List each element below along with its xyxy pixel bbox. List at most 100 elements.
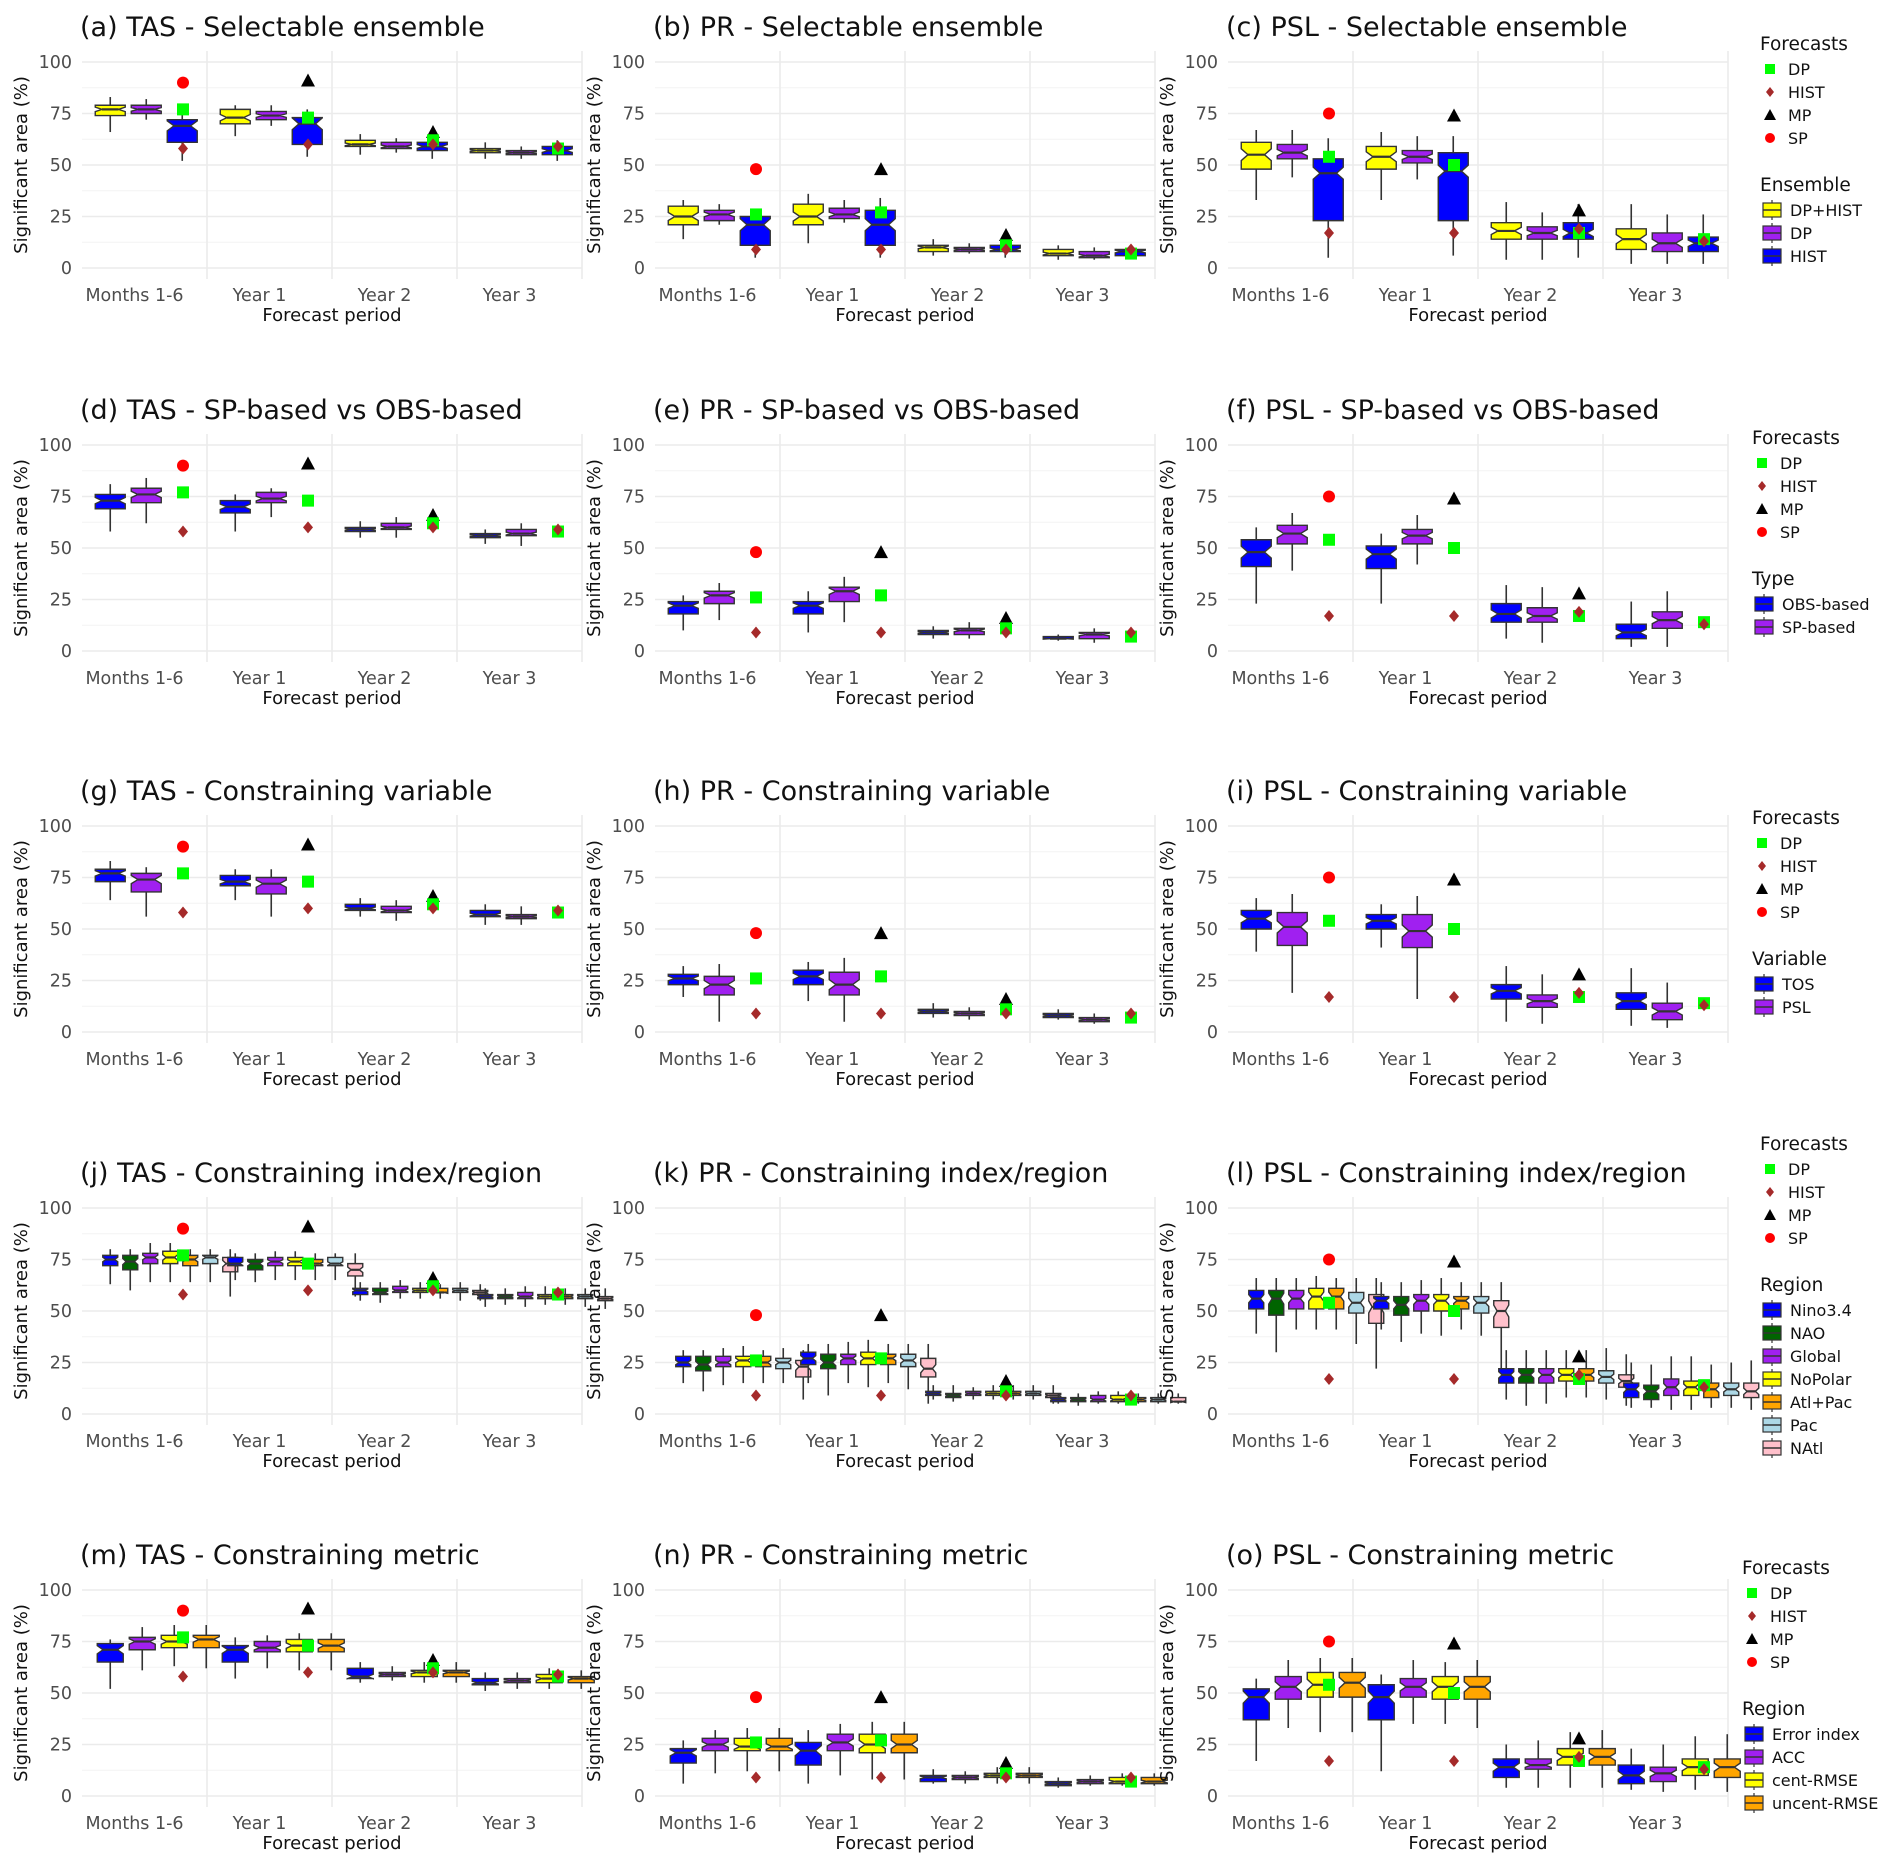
y-tick-label: 75 [623,488,645,508]
x-tick-label: Year 2 [930,1432,985,1452]
box-global [1538,1350,1555,1404]
mp-point [999,611,1013,625]
y-tick-label: 50 [623,156,645,176]
legend-triangle-icon [1746,1633,1758,1644]
hist-point [1126,626,1136,639]
grid [82,434,583,662]
panel-n: (n) PR - Constraining metric 0 25 50 75 100 Si… [584,1540,1168,1854]
box-nao [1643,1364,1660,1408]
forecast-points [552,904,564,919]
legend-item-label: Error index [1772,1725,1860,1744]
y-tick-label: 50 [1196,1684,1218,1704]
forecast-points [1323,107,1335,239]
box-pac [1473,1282,1490,1336]
x-tick-label: Year 3 [482,669,537,689]
x-axis-label: Forecast period [262,1069,401,1090]
panel-title: (f) PSL - SP-based vs OBS-based [1226,395,1660,426]
x-tick-label: Year 3 [1628,1050,1683,1070]
box-acc [1274,1660,1302,1729]
box-body [166,118,198,144]
forecast-points [1572,203,1586,239]
panel-title: (n) PR - Constraining metric [653,1540,1028,1571]
box-body [1312,158,1344,222]
y-axis-label: Significant area (%) [1157,459,1178,637]
x-tick-label: Months 1-6 [85,1432,183,1452]
box-body [128,1636,156,1651]
forecast-points [750,163,762,256]
forecast-points [750,1309,762,1402]
box-obs-based [219,494,251,532]
y-tick-label: 75 [623,869,645,889]
box-dp-hist [1240,129,1272,201]
x-tick-label: Year 1 [805,1050,860,1070]
mp-point [999,992,1013,1006]
box-dp-hist [667,200,699,240]
box-natl [1743,1360,1760,1410]
dp-point [177,103,189,116]
forecast-points [874,545,888,639]
sp-point [1323,1635,1335,1648]
box-tos [792,961,824,1002]
legend-item-label: SP [1770,1653,1790,1672]
hist-point [1449,990,1459,1003]
panel-title: (o) PSL - Constraining metric [1226,1540,1614,1571]
y-tick-label: 25 [50,208,72,228]
box-nopolar [412,1282,429,1299]
y-tick-label: 100 [1185,436,1218,456]
hist-point [1324,1372,1334,1385]
box-pac [452,1282,469,1301]
legend-triangle-icon [1756,883,1768,894]
box-error-index [346,1662,374,1683]
x-tick-label: Year 1 [1378,669,1433,689]
box-body [792,600,824,615]
legend-item-label: cent-RMSE [1772,1771,1858,1790]
sp-point [177,1604,189,1617]
box-uncent-rmse [890,1721,918,1780]
x-axis-label: Forecast period [1408,1069,1547,1090]
box-acc [378,1666,406,1681]
grid [82,1197,583,1425]
box-acc [951,1771,979,1784]
box-tos [219,869,251,901]
x-tick-label: Year 1 [232,1050,287,1070]
box-nopolar [860,1339,877,1388]
box-obs-based [1365,533,1397,604]
panel-c: (c) PSL - Selectable ensemble 0 25 50 75 100 S… [1157,12,1729,326]
y-tick-label: 25 [50,1736,72,1756]
forecast-points [552,1286,564,1301]
y-tick-label: 0 [634,1787,645,1807]
box-body [669,1747,697,1764]
box-dp-hist [1490,202,1522,260]
box-obs-based [667,595,699,631]
box-sp-based [255,488,287,518]
box-acc [1524,1740,1552,1788]
box-nopolar [735,1346,752,1384]
box-cent-rmse [160,1625,188,1667]
dp-point [1323,150,1335,163]
mp-point [1572,967,1586,981]
box-error-index [1492,1744,1520,1788]
y-tick-label: 0 [634,1405,645,1425]
legend-item-label: Pac [1790,1416,1818,1435]
x-tick-label: Year 1 [805,1432,860,1452]
legend-item-label: SP [1788,1229,1808,1248]
box-tos [667,966,699,997]
hist-point [1699,235,1709,248]
dp-point [1323,1296,1335,1309]
grid [655,1197,1156,1425]
x-tick-label: Year 3 [482,1050,537,1070]
forecast-points [426,508,440,534]
box-body [192,1634,220,1649]
box-nao [1518,1350,1535,1406]
box-body [739,215,771,247]
legend-title-forecasts: Forecasts [1742,1558,1830,1579]
box-nopolar [1308,1275,1325,1330]
legend-item-label: HIST [1788,1183,1825,1202]
panel-f: (f) PSL - SP-based vs OBS-based 0 25 50 75 10… [1157,395,1729,709]
box-obs-based [94,484,126,532]
panel-title: (m) TAS - Constraining metric [80,1540,480,1571]
forecast-points [1125,1771,1137,1788]
hist-point [303,1284,313,1297]
forecast-points [301,73,315,151]
hist-point [1126,1007,1136,1020]
